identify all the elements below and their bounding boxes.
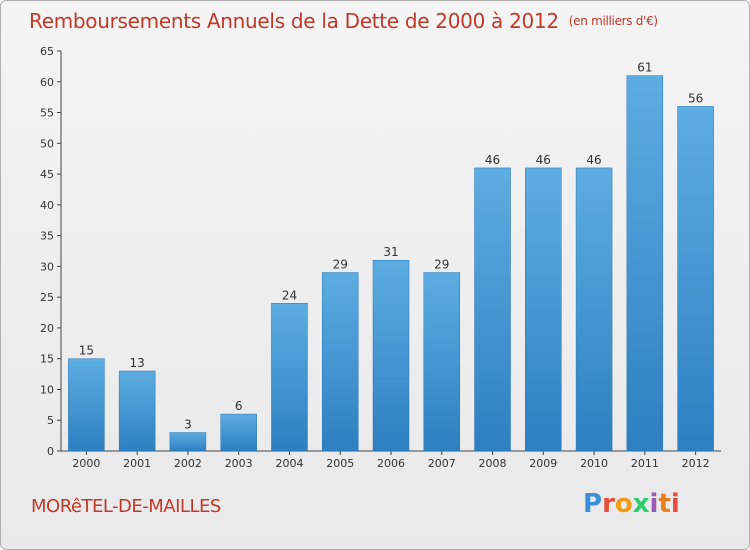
x-tick-label-2001: 2001 <box>123 457 151 470</box>
bar-2010 <box>575 167 613 452</box>
chart-title: Remboursements Annuels de la Dette de 20… <box>29 9 658 33</box>
y-tick-label: 5 <box>47 414 54 427</box>
x-tick-label-2011: 2011 <box>631 457 659 470</box>
bar-2005 <box>321 272 359 452</box>
title-unit: (en milliers d'€) <box>568 14 658 28</box>
axes: 0 5 10 15 20 25 30 35 40 45 50 55 60 65 2000 2001 2002 20… <box>40 45 721 470</box>
x-tick-label-2008: 2008 <box>479 457 507 470</box>
y-tick-label: 25 <box>40 291 54 304</box>
title-text: Remboursements Annuels de la Dette de 20… <box>29 9 559 33</box>
commune-name: MORêTEL-DE-MAILLES <box>31 496 221 517</box>
y-tick-label: 15 <box>40 353 54 366</box>
bars: 15 13 3 6 24 29 31 29 46 46 46 61 56 <box>68 61 714 452</box>
x-tick-label-2006: 2006 <box>377 457 405 470</box>
value-label-2005: 29 <box>333 258 348 272</box>
value-label-2001: 13 <box>130 356 145 370</box>
value-label-2010: 46 <box>586 153 601 167</box>
x-tick-label-2009: 2009 <box>529 457 557 470</box>
value-label-2011: 61 <box>637 61 652 75</box>
y-tick-label: 0 <box>47 445 54 458</box>
x-tick-label-2003: 2003 <box>225 457 253 470</box>
y-tick-label: 30 <box>40 260 54 273</box>
x-tick-label-2012: 2012 <box>682 457 710 470</box>
x-tick-label-2000: 2000 <box>72 457 100 470</box>
value-label-2012: 56 <box>688 91 703 105</box>
y-tick-label: 35 <box>40 230 54 243</box>
y-tick-label: 65 <box>40 45 54 58</box>
bar-2008 <box>474 167 511 452</box>
value-label-2004: 24 <box>282 288 297 302</box>
bar-2002 <box>169 432 207 452</box>
y-tick-label: 60 <box>40 76 54 89</box>
bar-2000 <box>68 358 105 452</box>
bar-2003 <box>220 413 257 452</box>
x-tick-label-2002: 2002 <box>174 457 202 470</box>
value-label-2003: 6 <box>235 399 243 413</box>
x-tick-label-2010: 2010 <box>580 457 608 470</box>
x-tick-label-2004: 2004 <box>275 457 303 470</box>
bar-2011 <box>626 75 664 452</box>
x-tick-label-2007: 2007 <box>428 457 456 470</box>
value-label-2000: 15 <box>79 344 94 358</box>
proxiti-logo[interactable]: Proxiti <box>583 489 680 519</box>
value-label-2002: 3 <box>184 418 192 432</box>
y-tick-label: 55 <box>40 107 54 120</box>
y-tick-label: 10 <box>40 383 54 396</box>
bar-2004 <box>271 303 308 452</box>
value-label-2008: 46 <box>485 153 500 167</box>
y-tick-label: 40 <box>40 199 54 212</box>
x-tick-label-2005: 2005 <box>326 457 354 470</box>
y-tick-label: 50 <box>40 137 54 150</box>
bar-2007 <box>423 272 461 452</box>
bar-2009 <box>525 167 562 452</box>
value-label-2007: 29 <box>434 258 449 272</box>
value-label-2006: 31 <box>383 245 398 259</box>
bar-2006 <box>372 259 410 452</box>
y-tick-label: 20 <box>40 322 54 335</box>
bar-2001 <box>118 370 156 452</box>
value-label-2009: 46 <box>536 153 551 167</box>
bar-2012 <box>677 106 714 452</box>
y-tick-label: 45 <box>40 168 54 181</box>
